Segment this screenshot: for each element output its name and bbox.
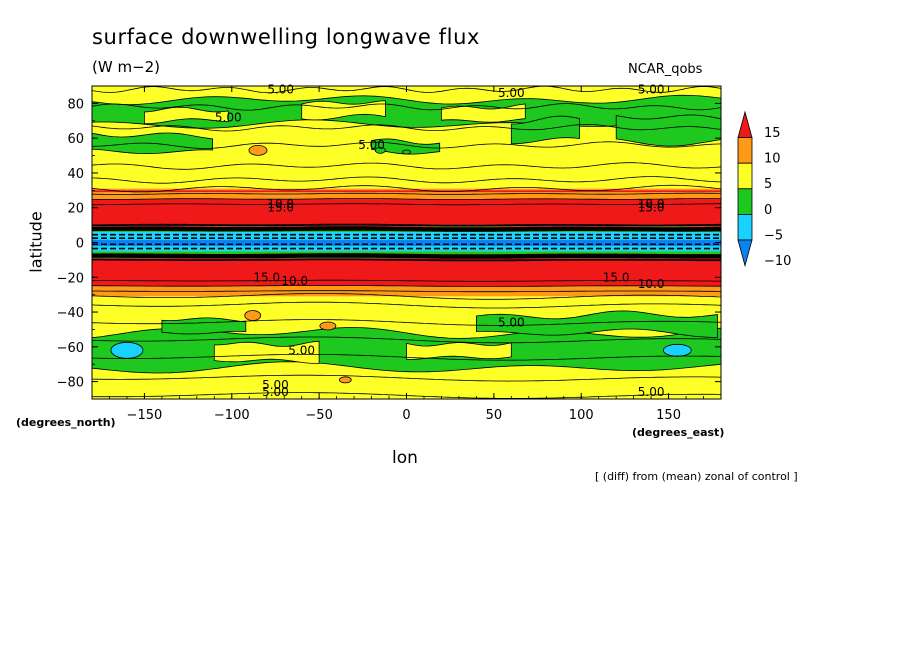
y-tick-label: 80 xyxy=(67,97,84,112)
south-orange-blob-1 xyxy=(244,310,262,321)
contour-line xyxy=(92,353,722,361)
contour-label: 15.0 xyxy=(638,201,665,215)
colorbar-top-arrow xyxy=(737,110,753,138)
colorbar-tick-label: 5 xyxy=(764,177,772,192)
contour-label: 5.00 xyxy=(262,385,289,399)
x-tick-label: 150 xyxy=(656,408,681,423)
contour-label: 5.00 xyxy=(638,385,665,399)
chart-title: surface downwelling longwave flux xyxy=(92,25,481,49)
contour-line xyxy=(91,162,722,170)
contour-line xyxy=(91,301,722,309)
south-orange-blob-2 xyxy=(319,321,337,331)
colorbar-tick-label: 0 xyxy=(764,203,772,218)
south-yellow-patch-2 xyxy=(406,342,512,360)
contour-line xyxy=(91,103,722,111)
colorbar-segment xyxy=(737,213,753,241)
contour-line xyxy=(92,279,721,282)
colorbar-segment xyxy=(737,188,753,215)
north-orange-blob xyxy=(248,144,268,156)
footnote: [ (diff) from (mean) zonal of control ] xyxy=(595,470,798,483)
contour-line xyxy=(92,192,721,195)
x-axis-label: lon xyxy=(392,448,418,468)
x-tick-label: 100 xyxy=(569,408,594,423)
x-tick-label: −100 xyxy=(214,408,250,423)
model-label: NCAR_qobs xyxy=(628,62,703,77)
contour-line xyxy=(91,184,722,193)
contour-label: 5.00 xyxy=(638,82,665,96)
contour-line xyxy=(92,198,721,200)
colorbar-tick-label: −10 xyxy=(764,254,791,269)
colorbar-tick-label: 10 xyxy=(764,152,781,167)
contour-line xyxy=(92,285,721,287)
north-green-blob-1 xyxy=(374,146,386,154)
contour-line xyxy=(92,203,721,206)
contour-label: 10.0 xyxy=(267,197,294,211)
colorbar-bottom-arrow xyxy=(737,239,753,268)
north-green-east xyxy=(510,115,580,145)
contour-label: 5.00 xyxy=(498,86,525,100)
north-green-far-east xyxy=(615,114,722,147)
y-tick-label: −80 xyxy=(57,376,84,391)
band-north-red xyxy=(92,199,721,227)
colorbar-segment xyxy=(737,137,753,164)
contour-label: 5.00 xyxy=(358,138,385,152)
south-green-east xyxy=(476,310,718,338)
north-green-blob-2 xyxy=(402,149,411,155)
contour-label: 5.00 xyxy=(498,315,525,329)
x-units-label: (degrees_east) xyxy=(632,426,725,439)
contour-label: 5.00 xyxy=(288,343,315,357)
contour-line xyxy=(92,258,721,262)
south-cyan-patch-east xyxy=(662,343,692,357)
colorbar-tick-label: −5 xyxy=(764,228,783,243)
contour-label: 15.0 xyxy=(253,270,280,284)
x-tick-label: 0 xyxy=(402,408,410,423)
contour-label: 5.00 xyxy=(215,110,242,124)
y-units-label: (degrees_north) xyxy=(16,416,116,429)
south-yellow-patch-1 xyxy=(213,340,320,364)
north-yellow-patch-3 xyxy=(441,103,526,123)
south-red-edge xyxy=(92,280,721,286)
contour-label: 5.00 xyxy=(267,82,294,96)
y-tick-label: 40 xyxy=(67,167,84,182)
contour-line xyxy=(91,336,721,344)
y-tick-label: −60 xyxy=(57,341,84,356)
contour-label: 10.0 xyxy=(638,277,665,291)
steep-gradient-south xyxy=(92,254,721,258)
south-green-west xyxy=(161,317,247,335)
contour-label: 10.0 xyxy=(638,197,665,211)
contour-line xyxy=(92,223,721,227)
contour-line xyxy=(91,176,722,184)
x-tick-label: −150 xyxy=(127,408,163,423)
band-north-orange-inner xyxy=(92,193,721,200)
x-tick-label: −50 xyxy=(305,408,332,423)
y-tick-label: 60 xyxy=(67,132,84,147)
y-tick-label: 0 xyxy=(76,237,84,252)
south-cyan-patch-west xyxy=(110,341,144,359)
contour-line xyxy=(91,319,722,326)
north-yellow-patch-1 xyxy=(144,106,229,125)
contour-label: 15.0 xyxy=(267,201,294,215)
y-tick-label: −20 xyxy=(57,271,84,286)
contour-label: 5.00 xyxy=(262,378,289,392)
y-tick-label: 20 xyxy=(67,202,84,217)
colorbar-segment xyxy=(737,162,753,190)
x-tick-label: 50 xyxy=(486,408,503,423)
colorbar-tick-label: 15 xyxy=(764,126,781,141)
units-label: (W m−2) xyxy=(92,58,161,76)
y-tick-label: −40 xyxy=(57,306,84,321)
north-red-wisp xyxy=(92,190,721,193)
contour-line xyxy=(91,123,722,132)
contour-label: 10.0 xyxy=(281,274,308,288)
contour-line xyxy=(91,374,721,382)
contour-line xyxy=(92,141,722,149)
contour-line xyxy=(91,293,722,300)
steep-gradient-north xyxy=(92,227,721,231)
south-orange-blob-3 xyxy=(338,376,352,384)
equator-blue-strip xyxy=(92,239,721,246)
contour-label: 15.0 xyxy=(603,270,630,284)
contour-line xyxy=(92,290,721,293)
